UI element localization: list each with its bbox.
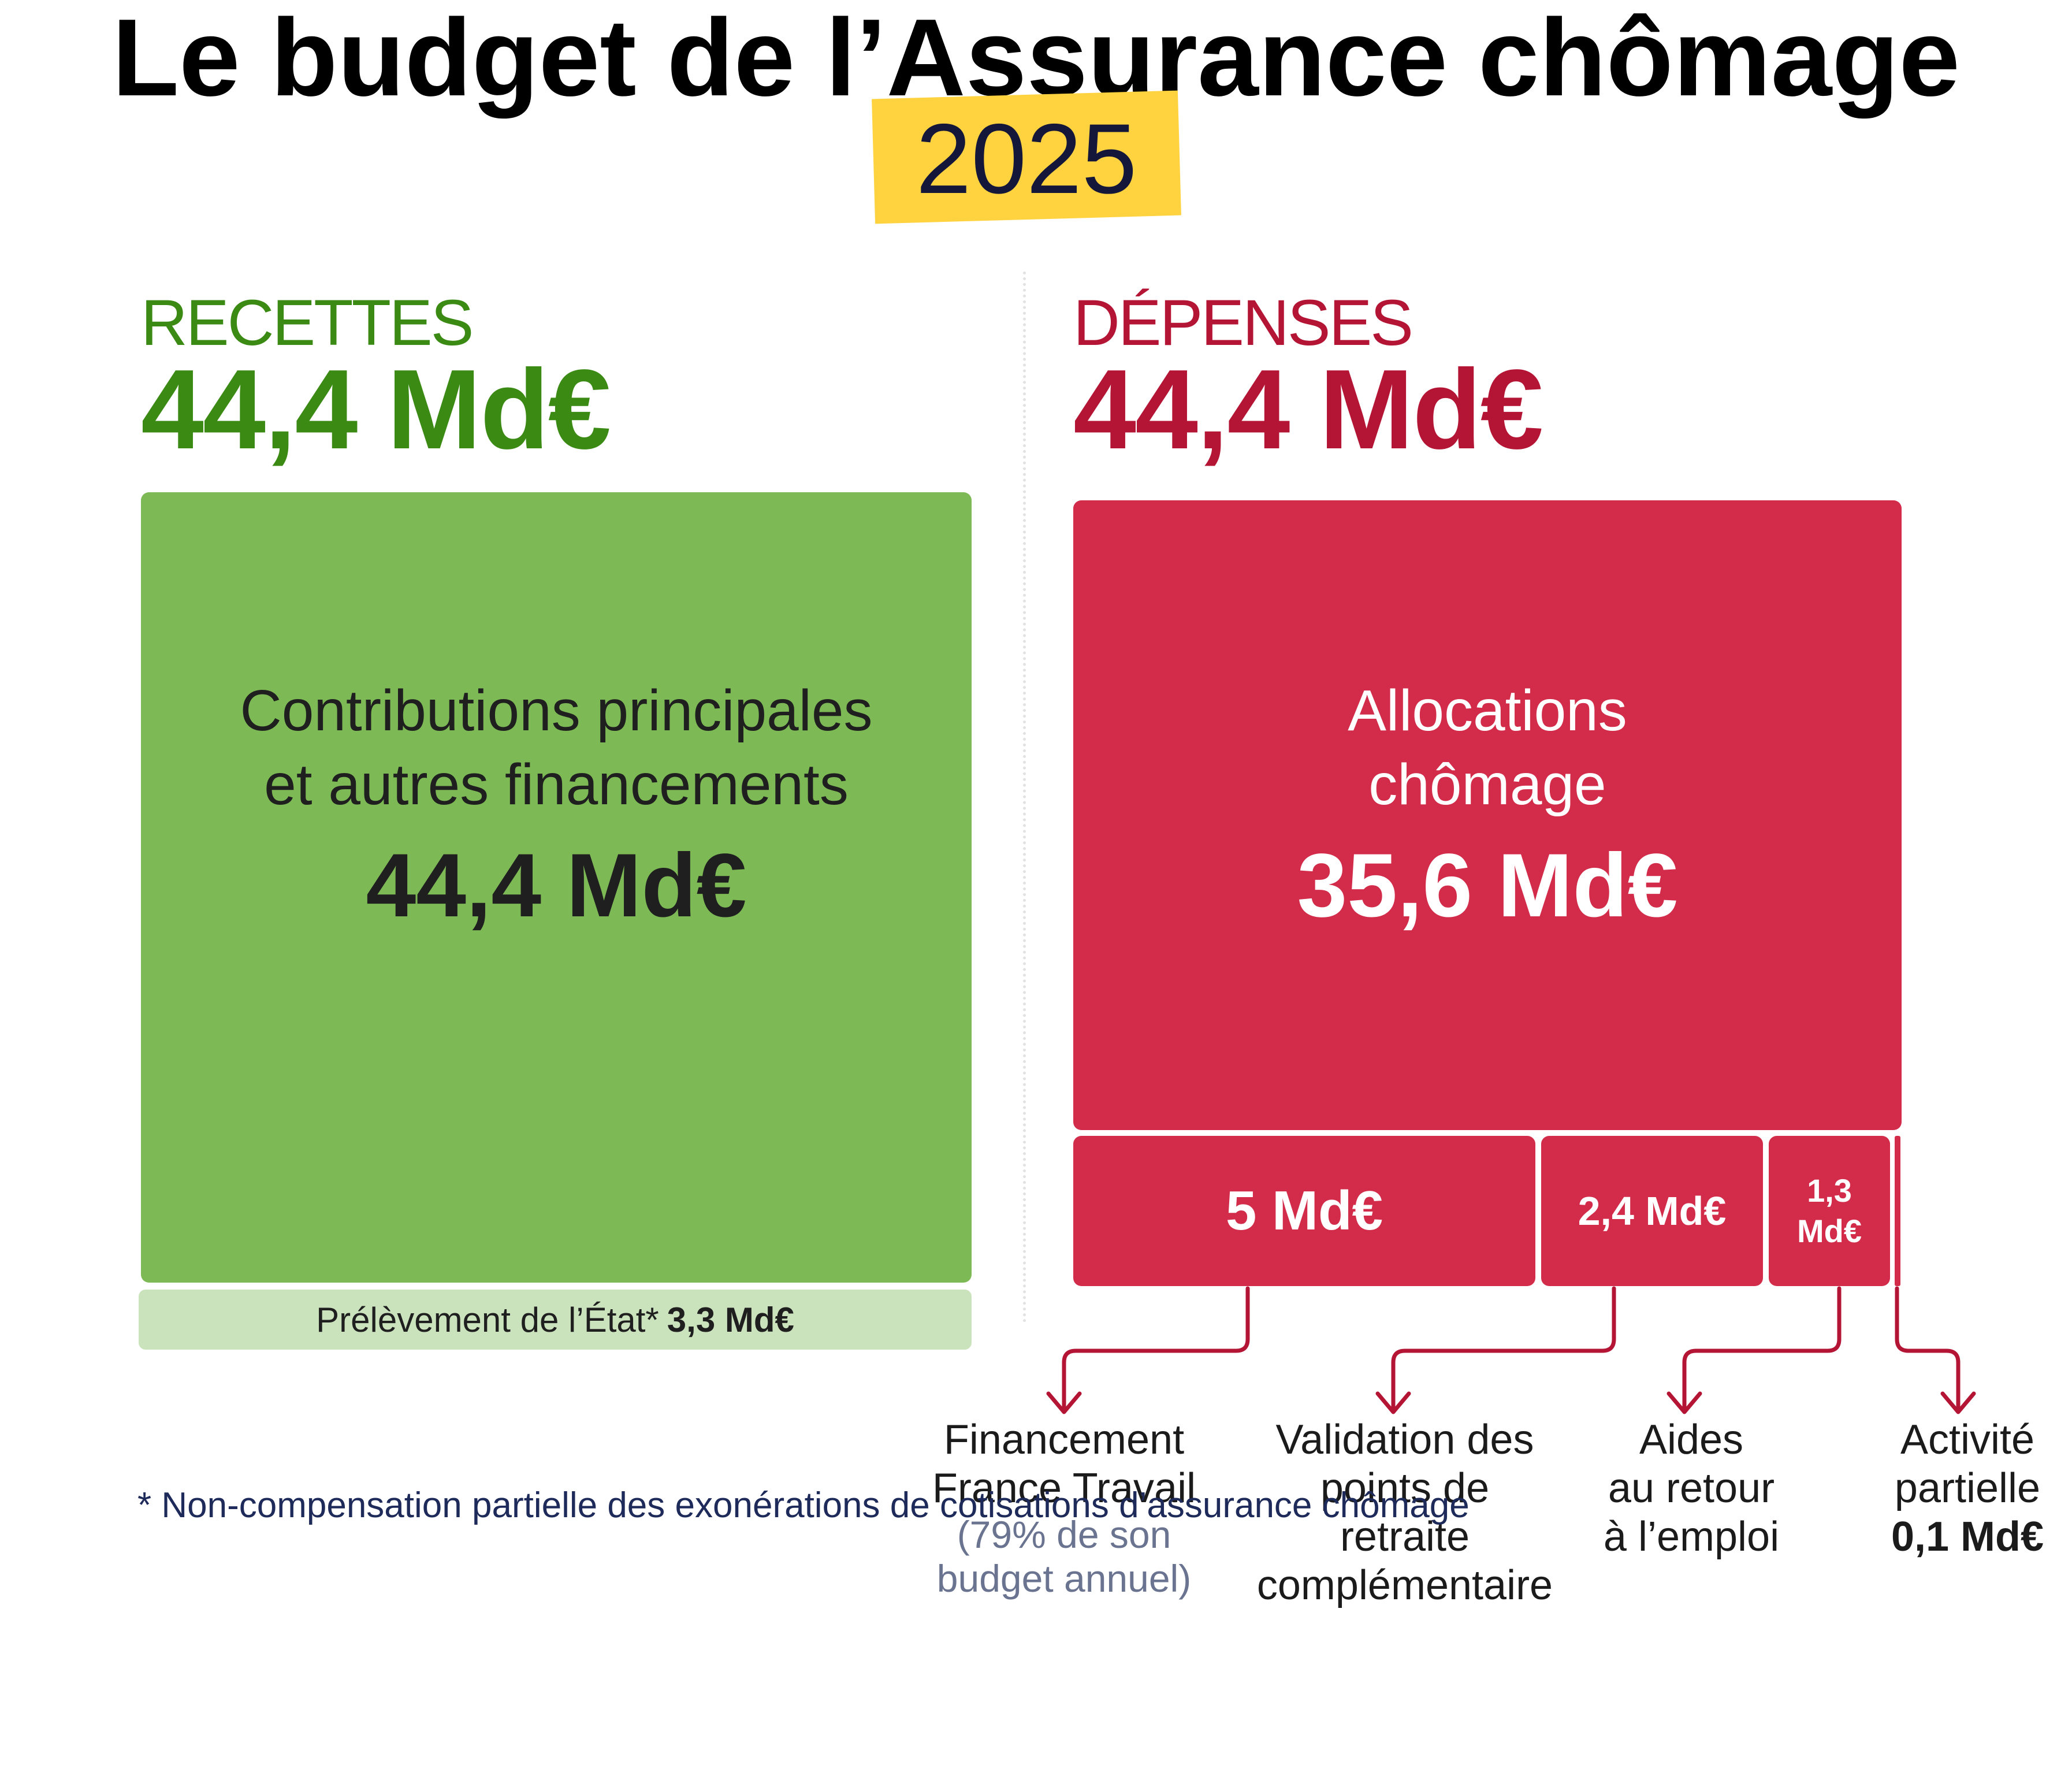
recettes-label: RECETTES: [141, 287, 474, 359]
depenses-main-value: 35,6 Md€: [1297, 835, 1678, 936]
depense-box-france-travail: 5 Md€: [1073, 1136, 1535, 1286]
recettes-main-name-line1: Contributions principales: [240, 678, 873, 743]
caption-aides-line3: à l’emploi: [1603, 1514, 1780, 1560]
depense-value-france-travail: 5 Md€: [1225, 1180, 1383, 1242]
depenses-label: DÉPENSES: [1073, 287, 1413, 359]
deduction-value: 3,3 Md€: [667, 1300, 794, 1339]
caption-aides-line1: Aides: [1639, 1417, 1744, 1463]
caption-france-travail: Financement France Travail (79% de son b…: [896, 1416, 1232, 1600]
arrowhead-france-travail: [1046, 1391, 1082, 1414]
recettes-total: 44,4 Md€: [141, 346, 611, 473]
arrow-france-travail: [1062, 1286, 1250, 1412]
caption-retraite-line1: Validation des: [1275, 1417, 1534, 1463]
caption-france-travail-note1: (79% de son: [957, 1513, 1171, 1556]
depenses-total: 44,4 Md€: [1073, 346, 1543, 473]
footnote: * Non-compensation partielle des exonéra…: [137, 1485, 1470, 1525]
recettes-main-value: 44,4 Md€: [366, 835, 747, 936]
recettes-main-name-line2: et autres financements: [264, 752, 849, 817]
depense-box-retraite: 2,4 Md€: [1541, 1136, 1763, 1286]
arrowhead-aides: [1666, 1391, 1702, 1414]
recettes-main-box: Contributions principales et autres fina…: [141, 492, 972, 1283]
caption-retraite-line2: points de: [1320, 1465, 1490, 1511]
depense-value-aides-line2: Md€: [1797, 1213, 1862, 1249]
depense-box-aides: 1,3 Md€: [1769, 1136, 1890, 1286]
caption-activite-value: 0,1 Md€: [1891, 1514, 2044, 1560]
section-divider: [1023, 272, 1026, 1323]
depense-box-activite-partielle: [1895, 1136, 1900, 1286]
caption-retraite: Validation des points de retraite complé…: [1226, 1416, 1584, 1610]
arrow-activite-partielle: [1895, 1286, 1961, 1412]
deduction-label: Prélèvement de l’État*: [316, 1300, 659, 1339]
arrowhead-activite-partielle: [1940, 1391, 1976, 1414]
caption-activite-line2: partielle: [1894, 1465, 2041, 1511]
arrow-retraite: [1391, 1286, 1616, 1412]
caption-retraite-line3: retraite: [1340, 1514, 1470, 1560]
caption-retraite-line4: complémentaire: [1256, 1562, 1553, 1608]
depenses-main-name-line2: chômage: [1368, 752, 1606, 817]
depense-value-retraite: 2,4 Md€: [1578, 1188, 1727, 1234]
deduction-bar: Prélèvement de l’État* 3,3 Md€: [139, 1290, 972, 1350]
arrow-aides: [1682, 1286, 1842, 1412]
caption-aides: Aides au retour à l’emploi: [1582, 1416, 1801, 1561]
caption-france-travail-line2: France Travail: [932, 1465, 1196, 1511]
caption-france-travail-note2: budget annuel): [936, 1557, 1192, 1600]
depenses-main-box: Allocations chômage 35,6 Md€: [1073, 500, 1902, 1130]
arrowhead-retraite: [1375, 1391, 1411, 1414]
depense-value-aides-line1: 1,3: [1807, 1172, 1852, 1209]
caption-activite-line1: Activité: [1900, 1417, 2035, 1463]
depenses-main-name-line1: Allocations: [1348, 678, 1627, 743]
year-label: 2025: [916, 103, 1137, 214]
caption-activite-partielle: Activité partielle 0,1 Md€: [1869, 1416, 2066, 1561]
caption-france-travail-line1: Financement: [943, 1417, 1185, 1463]
caption-aides-line2: au retour: [1608, 1465, 1775, 1511]
